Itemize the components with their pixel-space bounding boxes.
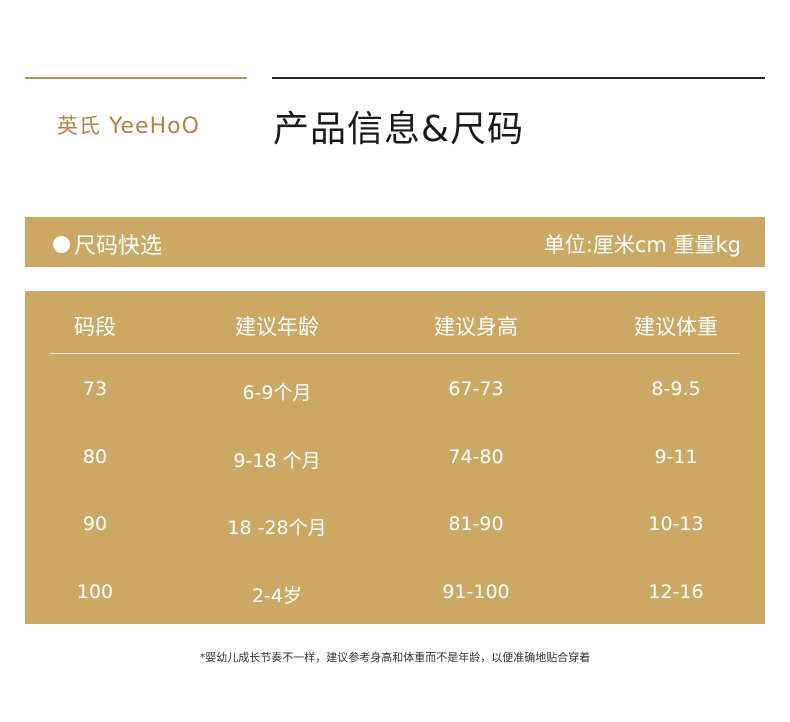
size-quick-select-bar: 尺码快选 单位:厘米cm 重量kg	[25, 217, 765, 267]
table-header: 码段 建议年龄 建议身高 建议体重	[25, 311, 765, 341]
header-cell: 建议身高	[434, 315, 518, 339]
gold-divider	[25, 77, 247, 79]
table-row: 73 6-9个月 67-73 8-9.5	[25, 378, 765, 408]
cell: 6-9个月	[242, 382, 312, 404]
header-cell: 建议年龄	[235, 315, 319, 339]
header-divider	[50, 353, 740, 354]
cell: 9-18 个月	[233, 450, 321, 472]
bar-title: 尺码快选	[74, 234, 163, 259]
size-table: 码段 建议年龄 建议身高 建议体重 73 6-9个月 67-73 8-9.5 8…	[25, 291, 765, 624]
cell: 10-13	[648, 513, 704, 535]
cell: 90	[82, 513, 108, 535]
cell: 2-4岁	[251, 585, 303, 607]
cell: 73	[82, 378, 108, 400]
table-row: 100 2-4岁 91-100 12-16	[25, 581, 765, 611]
header-cell: 建议体重	[634, 315, 718, 339]
logo-en: YeeHoO	[109, 114, 200, 139]
table-row: 80 9-18 个月 74-80 9-11	[25, 446, 765, 476]
brand-logo: 英氏 YeeHoO	[57, 110, 200, 140]
cell: 8-9.5	[651, 378, 701, 400]
cell: 12-16	[648, 581, 704, 603]
logo-cn: 英氏	[57, 114, 101, 138]
cell: 91-100	[442, 581, 510, 603]
cell: 100	[76, 581, 114, 603]
cell: 80	[82, 446, 108, 468]
bullet-icon	[53, 235, 70, 253]
cell: 81-90	[448, 513, 504, 535]
unit-label: 单位:厘米cm 重量kg	[543, 233, 741, 257]
black-divider	[272, 77, 765, 79]
cell: 18 -28个月	[227, 517, 327, 539]
table-row: 90 18 -28个月 81-90 10-13	[25, 513, 765, 543]
cell: 74-80	[448, 446, 504, 468]
cell: 67-73	[448, 378, 504, 400]
footnote: *婴幼儿成长节奏不一样，建议参考身高和体重而不是年龄，以便准确地贴合穿着	[199, 651, 591, 664]
header-cell: 码段	[74, 315, 116, 339]
cell: 9-11	[654, 446, 698, 468]
page-title: 产品信息&尺码	[273, 109, 525, 150]
